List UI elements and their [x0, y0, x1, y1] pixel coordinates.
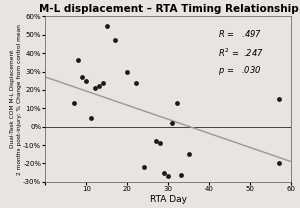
- Point: [141, 166, 146, 169]
- Point: [84, 79, 89, 82]
- Y-axis label: Dual-Task COM M-L Displacement
2 months post-injury: % Change from control mean: Dual-Task COM M-L Displacement 2 months …: [10, 24, 22, 175]
- Point: [80, 75, 85, 79]
- Text: $R^2$ =  .247: $R^2$ = .247: [218, 46, 263, 58]
- Text: $p$ =   .030: $p$ = .030: [218, 64, 261, 77]
- Point: [178, 173, 183, 176]
- Point: [125, 70, 130, 73]
- Point: [170, 121, 175, 125]
- Point: [187, 153, 191, 156]
- Point: [277, 97, 281, 101]
- Point: [174, 101, 179, 104]
- X-axis label: RTA Day: RTA Day: [150, 195, 187, 204]
- Point: [166, 175, 171, 178]
- Point: [113, 38, 118, 42]
- Point: [88, 116, 93, 119]
- Title: M-L displacement – RTA Timing Relationship: M-L displacement – RTA Timing Relationsh…: [38, 4, 298, 14]
- Point: [72, 101, 76, 104]
- Point: [277, 162, 281, 165]
- Point: [96, 85, 101, 88]
- Point: [104, 24, 109, 27]
- Point: [100, 81, 105, 84]
- Point: [76, 59, 81, 62]
- Point: [154, 140, 158, 143]
- Point: [162, 171, 167, 174]
- Point: [92, 86, 97, 90]
- Point: [133, 81, 138, 84]
- Point: [158, 142, 163, 145]
- Text: $R$ =   .497: $R$ = .497: [218, 28, 262, 39]
